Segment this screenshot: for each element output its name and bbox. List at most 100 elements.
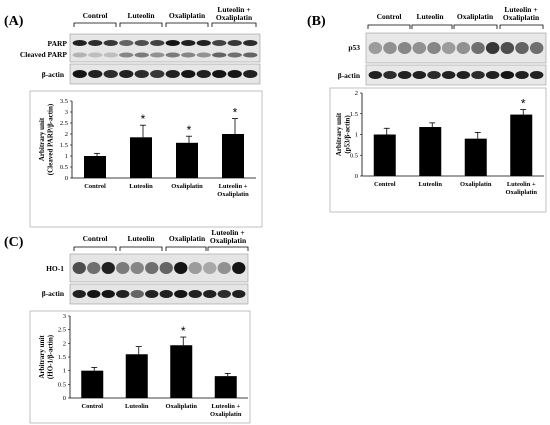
bar-3	[176, 142, 198, 178]
blot-band	[116, 262, 130, 274]
blot-band	[427, 42, 441, 54]
panel-a-group-control: Control	[83, 11, 108, 20]
blot-band	[212, 70, 227, 78]
panel-c-label: (C)	[4, 235, 24, 250]
blot-band	[456, 71, 471, 79]
y-tick-label: 1	[65, 153, 68, 160]
y-axis-label: Arbitrary unit(p53/β-actin)	[335, 112, 352, 156]
blot-bands	[72, 40, 258, 58]
panel-a-label: (A)	[4, 14, 24, 29]
blot-band	[103, 70, 118, 78]
x-category-label: Control	[374, 181, 396, 188]
y-tick-label: 0.5	[58, 381, 66, 388]
blot-band	[227, 52, 242, 58]
blot-band	[101, 262, 115, 274]
blot-bands	[368, 42, 544, 54]
panel-c-chart-frame	[29, 310, 251, 424]
blot-band	[103, 52, 118, 58]
panel-b-group-control: Control	[377, 12, 402, 21]
panel-c-group-control: Control	[83, 234, 108, 243]
blot-band	[383, 71, 397, 79]
blot-band	[130, 262, 144, 274]
bar-4	[214, 376, 237, 398]
blot-band	[203, 262, 217, 274]
blot-band	[72, 70, 87, 78]
x-category-label: Luteolin	[129, 183, 153, 190]
blot-band	[88, 52, 103, 58]
panel-a-blot-actin	[69, 63, 261, 85]
blot-band	[181, 40, 196, 46]
x-category-label: Luteolin	[125, 403, 149, 410]
panel-a-bar-chart: 0 0.5 1 1.5 2 2.5 3 3.5 Arbitrary unit(Cleaved P…	[38, 98, 256, 198]
bar-3	[464, 138, 487, 176]
bar-2	[419, 127, 442, 176]
blot-membrane	[69, 283, 249, 305]
blot-membrane	[365, 64, 547, 86]
y-axis-label: Arbitrary unit(Cleaved PARP/β-actin)	[38, 103, 55, 175]
blot-band	[188, 290, 202, 298]
blot-band	[243, 70, 258, 78]
blot-band	[196, 52, 211, 58]
blot-band	[227, 40, 242, 46]
panel-b-blot-actin	[365, 64, 547, 86]
panel-c-group-combo-line1: Luteolin +	[211, 228, 244, 237]
blot-label-cleaved-parp: Cleaved PARP	[20, 50, 68, 59]
blot-band	[196, 40, 211, 46]
blot-bands	[368, 71, 544, 79]
panel-c-group-luteolin: Luteolin	[127, 234, 155, 243]
panel-c-blot-actin	[69, 283, 249, 305]
blot-band	[456, 42, 471, 54]
panel-c: (C) Control Luteolin Oxaliplatin Luteoli…	[4, 228, 251, 424]
y-tick-label: 1.5	[60, 142, 68, 149]
y-tick-label: 2	[355, 90, 358, 97]
blot-band	[471, 42, 485, 54]
panel-b-blot-p53	[365, 32, 547, 64]
blot-bands	[72, 262, 246, 274]
blot-band	[232, 262, 246, 274]
blot-band	[119, 70, 134, 78]
blot-band	[368, 71, 383, 79]
x-category-label: Oxaliplatin	[460, 181, 492, 188]
blot-band	[174, 262, 188, 274]
y-tick-label: 0	[63, 395, 66, 402]
significance-marker: *	[181, 324, 186, 338]
blot-band	[485, 42, 500, 54]
blot-band	[145, 290, 159, 298]
panel-a-group-combo-line1: Luteolin +	[217, 5, 250, 14]
panel-a-group-luteolin: Luteolin	[127, 11, 155, 20]
blot-band	[130, 290, 144, 298]
blot-band	[243, 52, 258, 58]
y-tick-label: 1.5	[350, 111, 358, 118]
blot-band	[165, 52, 180, 58]
blot-band	[134, 70, 149, 78]
blot-band	[145, 262, 159, 274]
y-tick-label: 2	[63, 340, 66, 347]
blot-band	[119, 52, 134, 58]
x-category-label: Luteolin + Oxaliplatin	[210, 403, 242, 418]
panel-b: (B) Control Luteolin Oxaliplatin Luteoli…	[307, 5, 547, 213]
panel-b-group-headers: Control Luteolin Oxaliplatin Luteolin + …	[377, 5, 540, 22]
panel-a-group-oxaliplatin: Oxaliplatin	[169, 11, 206, 20]
blot-band	[165, 40, 180, 46]
panel-b-group-oxaliplatin: Oxaliplatin	[457, 12, 494, 21]
y-tick-label: 3	[63, 313, 66, 320]
x-category-label: Luteolin	[419, 181, 443, 188]
y-tick-label: 0.5	[350, 152, 358, 159]
bar-1	[84, 156, 106, 178]
x-category-label: Luteolin + Oxaliplatin	[217, 183, 249, 198]
y-tick-label: 0.5	[60, 164, 68, 171]
y-tick-label: 3.5	[60, 98, 68, 105]
blot-band	[441, 42, 456, 54]
blot-label-actin: β-actin	[42, 70, 65, 79]
blot-band	[196, 70, 211, 78]
bar-4	[510, 114, 533, 176]
x-category-label: Oxaliplatin	[171, 183, 203, 190]
panel-b-group-combo-line2: Oxaliplatin	[503, 13, 540, 22]
panel-c-group-oxaliplatin: Oxaliplatin	[169, 234, 206, 243]
blot-band	[227, 70, 242, 78]
blot-band	[181, 70, 196, 78]
blot-band	[500, 71, 515, 79]
y-tick-label: 1.5	[58, 354, 66, 361]
y-tick-label: 1	[63, 368, 66, 375]
blot-band	[397, 71, 412, 79]
